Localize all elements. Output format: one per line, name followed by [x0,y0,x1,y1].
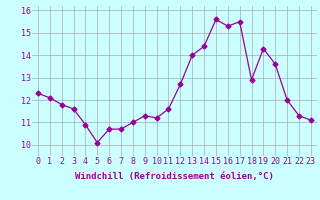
X-axis label: Windchill (Refroidissement éolien,°C): Windchill (Refroidissement éolien,°C) [75,172,274,181]
